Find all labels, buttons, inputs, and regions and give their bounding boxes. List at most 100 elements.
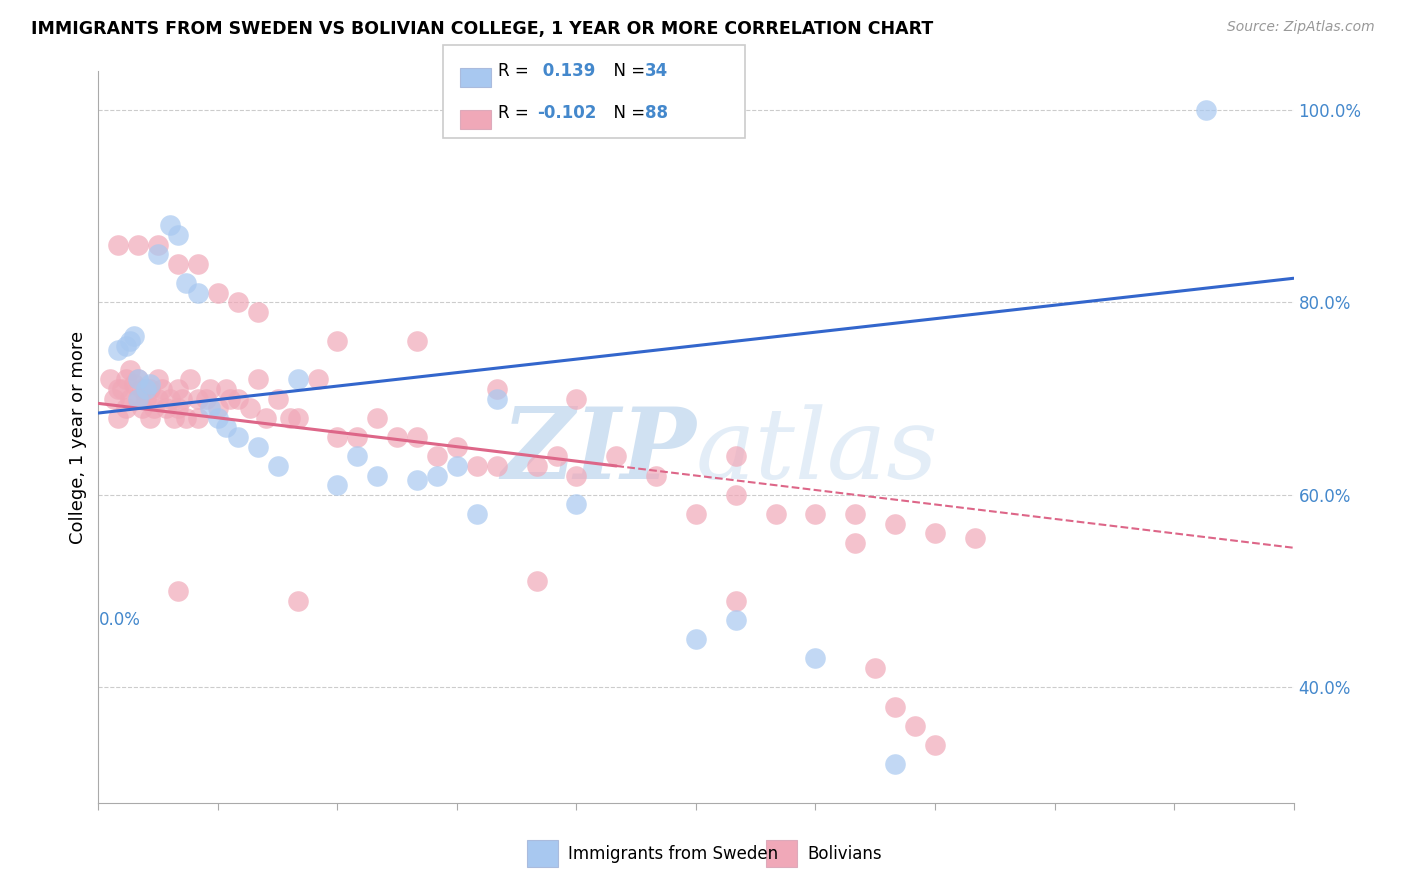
- Point: [107, 382, 129, 396]
- Point: [307, 372, 329, 386]
- Point: [167, 227, 190, 242]
- Point: [287, 372, 309, 386]
- Text: atlas: atlas: [696, 404, 939, 500]
- Point: [884, 516, 907, 531]
- Point: [198, 382, 221, 396]
- Point: [406, 474, 429, 488]
- Point: [127, 392, 149, 406]
- Point: [148, 392, 170, 406]
- Point: [127, 392, 149, 406]
- Point: [346, 430, 368, 444]
- Text: ZIP: ZIP: [501, 403, 696, 500]
- Point: [326, 334, 349, 348]
- Point: [426, 468, 449, 483]
- Text: Source: ZipAtlas.com: Source: ZipAtlas.com: [1227, 20, 1375, 34]
- Point: [127, 372, 149, 386]
- Text: Bolivians: Bolivians: [807, 845, 882, 863]
- Point: [904, 719, 927, 733]
- Point: [135, 392, 157, 406]
- Point: [645, 468, 668, 483]
- Point: [565, 392, 588, 406]
- Point: [485, 392, 508, 406]
- Point: [226, 295, 249, 310]
- Text: 0.139: 0.139: [537, 62, 596, 79]
- Point: [187, 285, 209, 300]
- Point: [163, 410, 186, 425]
- Point: [278, 410, 301, 425]
- Point: [605, 450, 627, 464]
- Text: -0.102: -0.102: [537, 104, 596, 122]
- Point: [724, 593, 747, 607]
- Point: [546, 450, 568, 464]
- Point: [963, 531, 986, 545]
- Point: [120, 392, 142, 406]
- Point: [924, 738, 946, 752]
- Point: [179, 372, 201, 386]
- Point: [143, 401, 166, 416]
- Y-axis label: College, 1 year or more: College, 1 year or more: [69, 331, 87, 543]
- Point: [526, 574, 548, 589]
- Point: [187, 257, 209, 271]
- Point: [207, 285, 229, 300]
- Point: [139, 382, 162, 396]
- Point: [159, 392, 181, 406]
- Point: [485, 382, 508, 396]
- Point: [131, 401, 153, 416]
- Point: [844, 507, 866, 521]
- Point: [115, 338, 138, 352]
- Point: [804, 507, 827, 521]
- Point: [174, 410, 197, 425]
- Text: 34: 34: [645, 62, 669, 79]
- Point: [565, 468, 588, 483]
- Point: [254, 410, 277, 425]
- Point: [366, 468, 388, 483]
- Point: [167, 401, 190, 416]
- Point: [724, 488, 747, 502]
- Point: [346, 450, 368, 464]
- Point: [207, 401, 229, 416]
- Point: [287, 593, 309, 607]
- Point: [107, 237, 129, 252]
- Point: [155, 401, 177, 416]
- Point: [844, 536, 866, 550]
- Point: [884, 757, 907, 772]
- Point: [131, 382, 153, 396]
- Point: [135, 382, 157, 396]
- Point: [148, 247, 170, 261]
- Point: [124, 377, 146, 392]
- Point: [287, 410, 309, 425]
- Point: [485, 458, 508, 473]
- Text: 88: 88: [645, 104, 668, 122]
- Point: [326, 430, 349, 444]
- Point: [115, 401, 138, 416]
- Point: [150, 382, 173, 396]
- Point: [565, 498, 588, 512]
- Text: R =: R =: [498, 104, 534, 122]
- Point: [120, 362, 142, 376]
- Point: [446, 440, 468, 454]
- Point: [107, 343, 129, 358]
- Point: [765, 507, 787, 521]
- Point: [207, 410, 229, 425]
- Point: [167, 382, 190, 396]
- Point: [167, 257, 190, 271]
- Point: [426, 450, 449, 464]
- Point: [884, 699, 907, 714]
- Point: [446, 458, 468, 473]
- Point: [98, 372, 122, 386]
- Point: [187, 410, 209, 425]
- Point: [148, 372, 170, 386]
- Point: [139, 377, 162, 392]
- Point: [465, 507, 488, 521]
- Point: [239, 401, 262, 416]
- Point: [246, 305, 269, 319]
- Point: [865, 661, 887, 675]
- Text: N =: N =: [603, 104, 651, 122]
- Point: [187, 392, 209, 406]
- Point: [215, 420, 238, 434]
- Point: [226, 392, 249, 406]
- Point: [246, 440, 269, 454]
- Text: 0.0%: 0.0%: [98, 611, 141, 629]
- Point: [172, 392, 194, 406]
- Point: [685, 632, 707, 647]
